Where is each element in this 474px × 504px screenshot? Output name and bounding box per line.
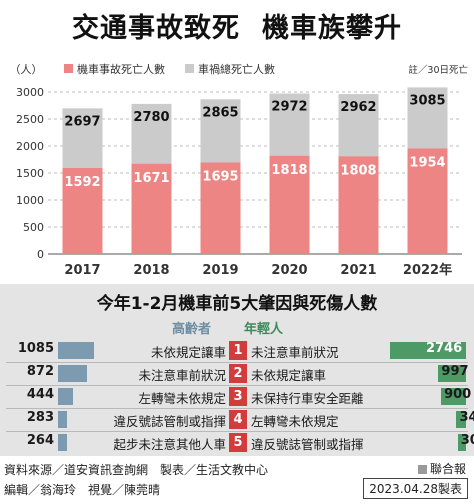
- data-label-motorcycle: 1954: [409, 155, 445, 170]
- bar-motorcycle: [338, 156, 379, 254]
- young-cause: 未依規定讓車: [251, 368, 327, 383]
- data-label-motorcycle: 1818: [271, 163, 307, 178]
- rank-badge: 3: [229, 387, 247, 406]
- elder-bar: [58, 365, 87, 382]
- data-label-total: 2780: [133, 110, 169, 125]
- bar-motorcycle: [62, 168, 103, 254]
- elder-value: 283: [26, 410, 54, 425]
- y-tick-label: 500: [23, 221, 44, 234]
- elder-cause: 未注意車前狀況: [138, 368, 226, 383]
- y-tick-label: 3000: [16, 86, 44, 99]
- young-value: 2746: [426, 341, 463, 356]
- elder-group-label: 高齡者: [172, 322, 212, 337]
- x-tick-label: 2021: [340, 263, 376, 278]
- data-label-motorcycle: 1671: [133, 171, 169, 186]
- young-cause: 未注意車前狀況: [251, 345, 339, 360]
- rank-badge: 1: [229, 341, 247, 360]
- bar-motorcycle: [269, 155, 310, 254]
- row-divider: [6, 362, 468, 363]
- data-label-motorcycle: 1808: [340, 163, 376, 178]
- elder-bar: [58, 388, 73, 405]
- data-label-total: 2972: [271, 100, 307, 115]
- legend-swatch-total: [185, 64, 194, 73]
- brand-label: 聯合報: [417, 460, 466, 477]
- row-divider: [6, 385, 468, 386]
- young-value: 300: [460, 433, 474, 448]
- y-tick-label: 2500: [16, 113, 44, 126]
- data-label-motorcycle: 1695: [202, 169, 238, 184]
- elder-cause: 左轉彎未依規定: [138, 391, 226, 406]
- young-bar: [457, 434, 466, 451]
- elder-value: 264: [26, 433, 54, 448]
- elder-bar: [58, 342, 94, 359]
- data-label-total: 2865: [202, 105, 238, 120]
- bar-chart: （人） 註／30日死亡 機車事故死亡人數 車禍總死亡人數 0 500 1000 1500 200…: [10, 62, 469, 278]
- data-label-total: 2962: [340, 100, 376, 115]
- young-bar: [456, 411, 466, 428]
- y-tick-label: 1500: [16, 167, 44, 180]
- rank-badge: 2: [229, 364, 247, 383]
- table-row: 872 未注意車前狀況 2 未依規定讓車 997: [0, 363, 474, 384]
- y-axis-label: （人）: [10, 63, 43, 76]
- x-tick-label: 2017: [64, 263, 100, 278]
- young-group-label: 年輕人: [244, 322, 284, 337]
- young-value: 344: [459, 410, 474, 425]
- row-divider: [6, 408, 468, 409]
- date-stamp: 2023.04.28製表: [363, 478, 468, 499]
- elder-bar: [58, 411, 68, 428]
- y-tick-label: 2000: [16, 140, 44, 153]
- x-tick-label: 2022年: [403, 262, 452, 278]
- young-cause: 左轉彎未依規定: [251, 414, 339, 429]
- young-cause: 違反號誌管制或指揮: [251, 437, 364, 452]
- young-bar: [390, 342, 466, 359]
- data-label-total: 2697: [64, 114, 100, 129]
- elder-value: 1085: [17, 341, 54, 356]
- legend-swatch-motorcycle: [64, 64, 73, 73]
- legend-label-total: 車禍總死亡人數: [198, 62, 275, 76]
- title-part-2: 機車族攀升: [262, 13, 402, 44]
- title-part-1: 交通事故致死: [72, 13, 240, 44]
- y-tick-label: 1000: [16, 194, 44, 207]
- elder-cause: 未依規定讓車: [150, 345, 226, 360]
- y-tick-label: 0: [37, 248, 44, 261]
- elder-cause: 違反號誌管制或指揮: [113, 414, 226, 429]
- elder-cause: 起步未注意其他人車: [113, 437, 226, 452]
- young-value: 997: [441, 364, 469, 379]
- chart-note: 註／30日死亡: [408, 64, 468, 76]
- table-row: 444 左轉彎未依規定 3 未保持行車安全距離 900: [0, 386, 474, 407]
- brand-square-icon: [417, 465, 427, 474]
- bar-motorcycle: [200, 162, 241, 254]
- bar-motorcycle: [131, 163, 172, 254]
- elder-bar: [58, 434, 67, 451]
- rank-badge: 5: [229, 433, 247, 452]
- x-tick-label: 2019: [202, 263, 238, 278]
- young-bar: [438, 365, 466, 382]
- page-title: 交通事故致死 機車族攀升: [0, 6, 474, 45]
- young-value: 900: [444, 387, 472, 402]
- data-label-motorcycle: 1592: [64, 175, 100, 190]
- row-divider: [6, 431, 468, 432]
- causes-title: 今年1-2月機車前5大肇因與死傷人數: [96, 294, 378, 314]
- bar-motorcycle: [407, 148, 448, 254]
- x-tick-label: 2020: [271, 263, 307, 278]
- source-credit: 資料來源／道安資訊查詢網 製表／生活文教中心: [4, 463, 269, 477]
- data-label-total: 3085: [409, 93, 445, 108]
- brand-name: 聯合報: [429, 462, 466, 476]
- x-tick-label: 2018: [133, 263, 169, 278]
- elder-value: 872: [26, 364, 54, 379]
- young-cause: 未保持行車安全距離: [251, 391, 364, 406]
- rank-badge: 4: [229, 410, 247, 429]
- table-row: 1085 未依規定讓車 1 未注意車前狀況 2746: [0, 340, 474, 361]
- legend-label-motorcycle: 機車事故死亡人數: [77, 62, 165, 76]
- editor-credit: 編輯／翁海玲 視覺／陳莞晴: [4, 483, 161, 497]
- elder-value: 444: [26, 387, 54, 402]
- young-bar: [441, 388, 466, 405]
